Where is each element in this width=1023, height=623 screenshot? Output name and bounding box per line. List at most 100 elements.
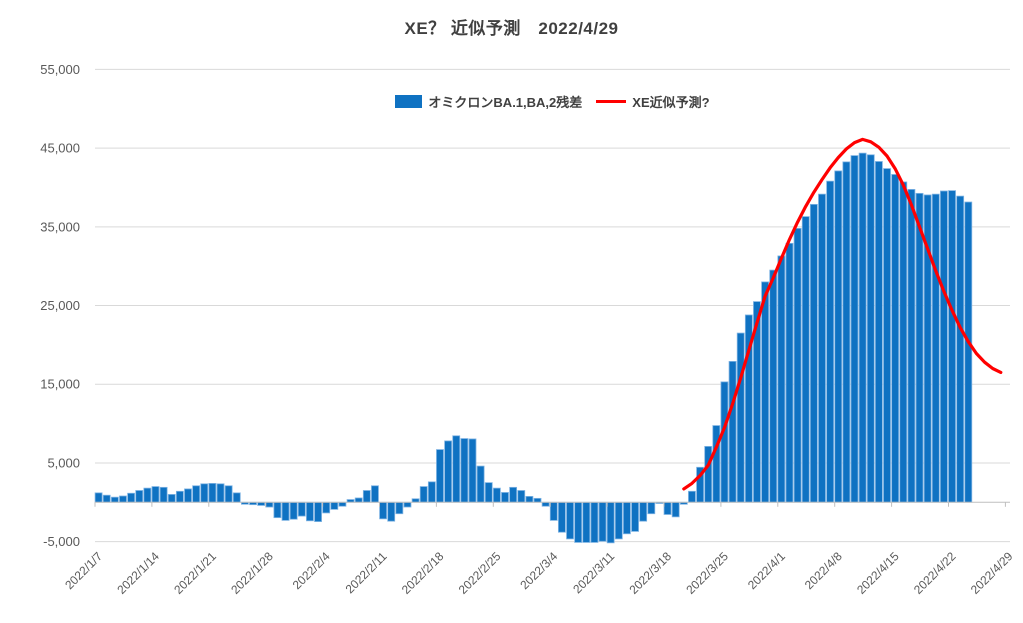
bar bbox=[801, 216, 810, 503]
bar bbox=[590, 501, 599, 543]
bar bbox=[354, 497, 363, 503]
y-axis-label: 45,000 bbox=[40, 141, 80, 156]
bar bbox=[614, 501, 623, 540]
x-axis-label: 2022/3/4 bbox=[517, 549, 560, 592]
bar bbox=[379, 501, 387, 520]
bar-series bbox=[94, 152, 973, 544]
x-axis-label: 2022/2/18 bbox=[399, 549, 447, 597]
bar bbox=[793, 227, 802, 503]
x-axis-label: 2022/4/22 bbox=[911, 549, 959, 597]
bar bbox=[362, 490, 371, 503]
bar bbox=[623, 501, 631, 535]
bar bbox=[444, 440, 453, 503]
bar bbox=[403, 501, 412, 508]
bar bbox=[777, 255, 786, 503]
bar bbox=[606, 501, 615, 544]
legend-item-line: XE近似予測? bbox=[596, 92, 710, 111]
bar bbox=[915, 192, 924, 503]
bar bbox=[159, 486, 168, 503]
bar bbox=[289, 501, 298, 520]
bar bbox=[306, 501, 314, 522]
bar bbox=[598, 501, 607, 542]
bar bbox=[525, 495, 534, 503]
bar bbox=[557, 501, 566, 533]
bar bbox=[720, 381, 729, 503]
bar bbox=[647, 501, 656, 515]
bar bbox=[119, 495, 127, 503]
bar bbox=[850, 155, 859, 503]
bar bbox=[712, 425, 721, 503]
x-axis-label: 2022/3/18 bbox=[626, 549, 674, 597]
bar bbox=[314, 501, 322, 522]
bar bbox=[468, 438, 477, 503]
bar bbox=[549, 501, 558, 521]
y-axis-label: 25,000 bbox=[40, 298, 80, 313]
bar bbox=[135, 490, 144, 503]
bar bbox=[728, 361, 737, 503]
bar bbox=[297, 501, 306, 517]
x-axis-label: 2022/4/8 bbox=[802, 549, 845, 592]
bar bbox=[395, 501, 404, 515]
bar bbox=[200, 483, 209, 503]
bar bbox=[907, 189, 916, 503]
bar bbox=[94, 492, 103, 503]
bar bbox=[102, 494, 111, 503]
bar bbox=[232, 492, 241, 503]
bar bbox=[940, 190, 948, 503]
bar bbox=[143, 487, 152, 503]
bar bbox=[387, 501, 396, 522]
bar bbox=[785, 242, 794, 503]
bar bbox=[436, 449, 444, 503]
bar bbox=[639, 501, 648, 522]
bar bbox=[175, 490, 184, 503]
bar bbox=[704, 446, 713, 503]
bar bbox=[371, 485, 379, 503]
x-axis-label: 2022/2/25 bbox=[456, 549, 504, 597]
bar bbox=[891, 174, 900, 503]
bar bbox=[184, 488, 192, 503]
bar bbox=[533, 497, 542, 503]
bar bbox=[509, 486, 518, 503]
x-axis-label: 2022/4/15 bbox=[854, 549, 902, 597]
legend: オミクロンBA.1,BA,2残差 XE近似予測? bbox=[95, 92, 1010, 111]
chart-title: XE？ 近似予測 2022/4/29 bbox=[404, 19, 619, 38]
bar bbox=[899, 181, 908, 503]
bar bbox=[574, 501, 583, 543]
x-axis-label: 2022/3/11 bbox=[570, 549, 617, 596]
x-axis-label: 2022/3/25 bbox=[683, 549, 731, 597]
bar bbox=[858, 152, 867, 503]
bar bbox=[167, 494, 176, 503]
y-axis-label: 15,000 bbox=[40, 377, 80, 392]
bar bbox=[484, 482, 493, 503]
bar bbox=[427, 481, 436, 503]
bar bbox=[883, 168, 891, 503]
bar bbox=[761, 281, 769, 503]
bar bbox=[330, 501, 339, 510]
x-axis-label: 2022/4/1 bbox=[745, 549, 788, 592]
legend-item-bars: オミクロンBA.1,BA,2残差 bbox=[395, 92, 582, 111]
bar bbox=[818, 193, 826, 503]
bar bbox=[501, 492, 509, 503]
bar bbox=[216, 483, 225, 503]
bar bbox=[110, 496, 119, 503]
x-axis-label: 2022/1/7 bbox=[62, 549, 105, 592]
bar bbox=[956, 195, 965, 503]
x-axis-label: 2022/2/11 bbox=[343, 549, 390, 596]
y-axis-label: 35,000 bbox=[40, 219, 80, 234]
legend-bar-label: オミクロンBA.1,BA,2残差 bbox=[428, 95, 583, 110]
x-axis-label: 2022/4/29 bbox=[968, 549, 1016, 597]
axes bbox=[94, 501, 1010, 507]
bar bbox=[842, 161, 851, 503]
bar bbox=[663, 501, 672, 515]
forecast-line bbox=[682, 137, 1003, 491]
y-axis-label: 55,000 bbox=[40, 62, 80, 77]
bar bbox=[273, 501, 282, 519]
bar-series-swatch-icon bbox=[395, 95, 423, 108]
x-axis-label: 2022/1/28 bbox=[228, 549, 276, 597]
bar bbox=[517, 490, 526, 503]
bar bbox=[631, 501, 639, 532]
bar bbox=[931, 193, 940, 503]
x-axis-label: 2022/1/21 bbox=[171, 549, 219, 597]
